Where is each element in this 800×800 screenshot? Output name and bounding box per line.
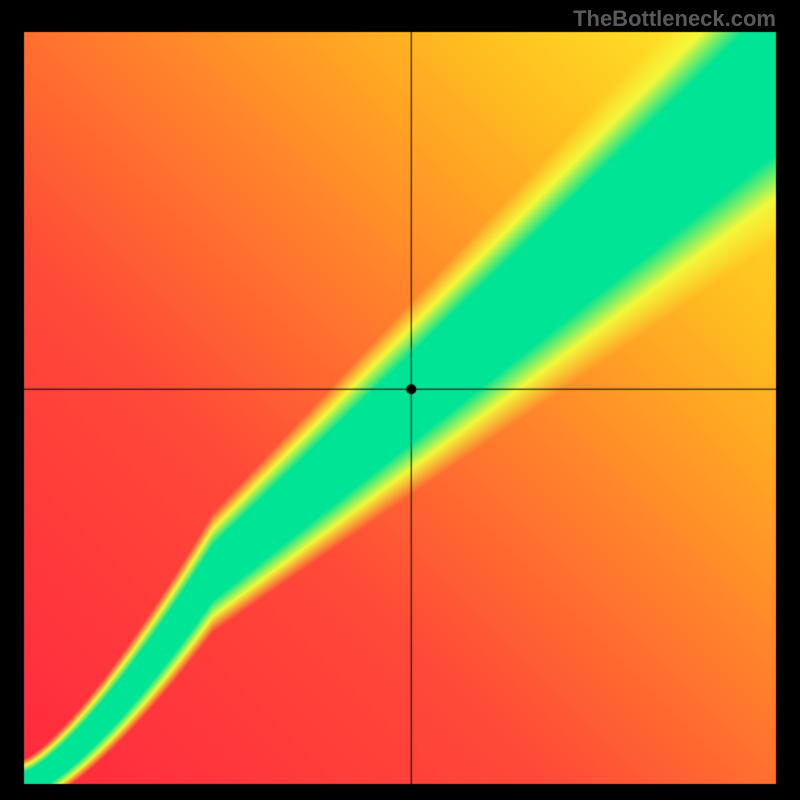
heatmap-canvas <box>0 0 800 800</box>
watermark-text: TheBottleneck.com <box>573 6 776 32</box>
chart-container: TheBottleneck.com <box>0 0 800 800</box>
